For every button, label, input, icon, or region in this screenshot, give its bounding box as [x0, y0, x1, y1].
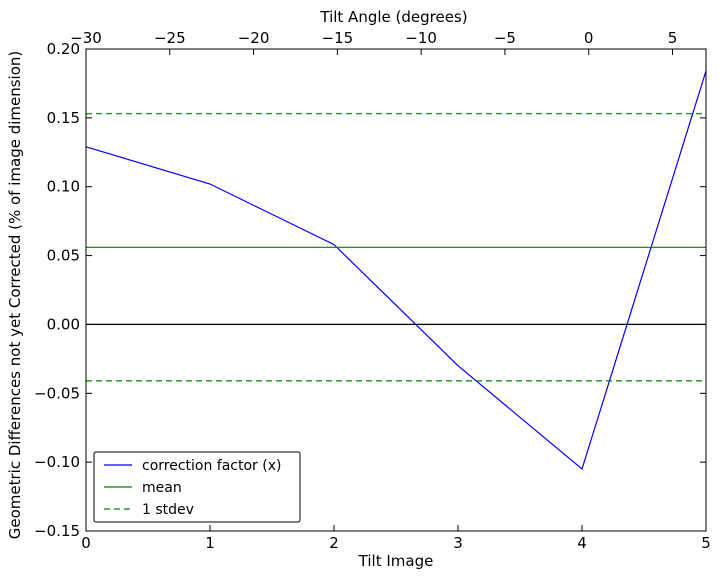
top-tick-label: −30: [70, 29, 102, 47]
x-tick-label: 1: [205, 534, 215, 552]
y-tick-label: 0.00: [47, 315, 80, 333]
top-tick-label: −15: [322, 29, 354, 47]
legend-box: [93, 451, 301, 523]
top-tick-label: −20: [238, 29, 270, 47]
top-axis-title: Tilt Angle (degrees): [319, 8, 467, 26]
y-tick-label: −0.05: [34, 384, 80, 402]
legend: correction factor (x) mean 1 stdev: [93, 451, 301, 523]
y-tick-label: −0.15: [34, 522, 80, 540]
y-axis-title: Geometric Differences not yet Corrected …: [6, 51, 24, 540]
top-tick-label: −25: [154, 29, 186, 47]
top-tick-label: 5: [668, 29, 678, 47]
top-tick-label: −5: [494, 29, 516, 47]
plot-frame: [85, 48, 707, 532]
y-tick-label: 0.20: [47, 40, 80, 58]
legend-label: 1 stdev: [142, 502, 194, 518]
top-tick-label: −10: [405, 29, 437, 47]
series-line-0: [85, 70, 707, 471]
series-layer: [85, 70, 707, 471]
legend-label: correction factor (x): [142, 458, 281, 474]
y-tick-label: 0.10: [47, 178, 80, 196]
x-axis-title: Tilt Image: [358, 552, 434, 570]
top-tick-label: 0: [584, 29, 594, 47]
x-tick-label: 0: [81, 534, 91, 552]
x-tick-label: 4: [577, 534, 587, 552]
x-tick-label: 5: [701, 534, 711, 552]
y-tick-label: 0.15: [47, 109, 80, 127]
x-tick-label: 3: [453, 534, 463, 552]
y-tick-label: 0.05: [47, 247, 80, 265]
y-tick-label: −0.10: [34, 453, 80, 471]
x-tick-label: 2: [329, 534, 339, 552]
legend-label: mean: [142, 480, 182, 496]
ticks-layer: 0 1 2 3 4 5 −30 −25 −20 −15 −10 −5 0 5 −0.15 −0.10 −0.05…: [34, 29, 711, 552]
